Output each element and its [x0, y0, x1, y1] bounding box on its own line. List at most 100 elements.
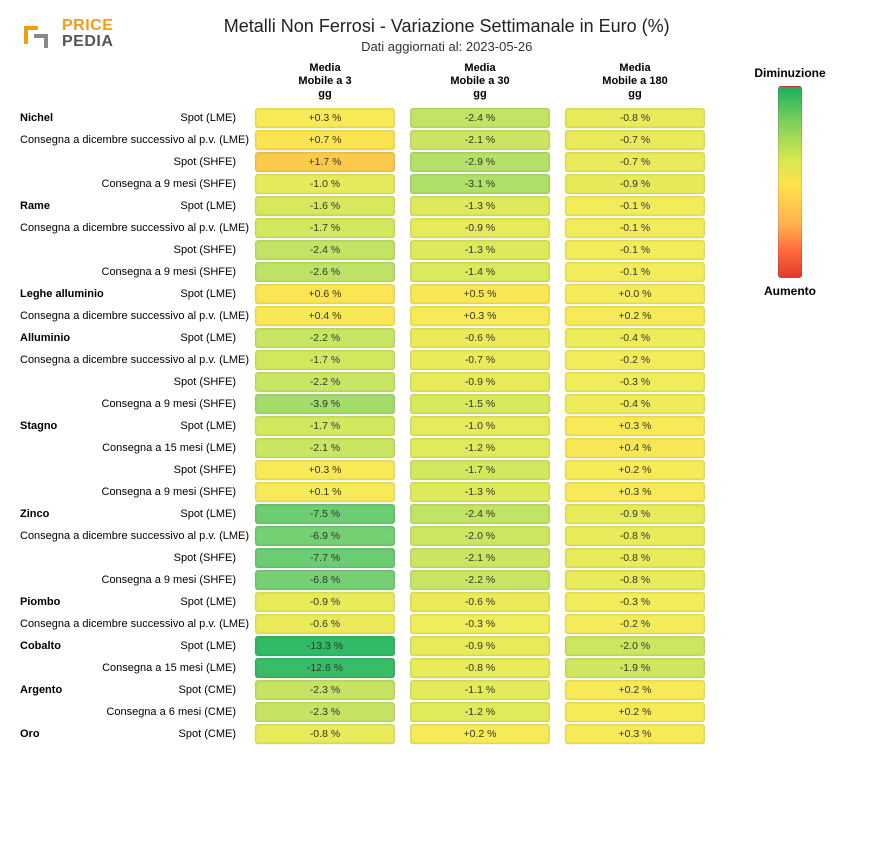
heatmap-cell: -1.5 %: [410, 394, 550, 414]
heatmap-cell: -0.8 %: [565, 526, 705, 546]
heatmap-cell: -2.2 %: [410, 570, 550, 590]
heatmap-cell: -0.7 %: [565, 152, 705, 172]
heatmap-cell: -1.7 %: [255, 350, 395, 370]
row-label: Consegna a 6 mesi (CME): [20, 706, 240, 718]
row-label: Oro Spot (CME): [20, 728, 240, 740]
group-label: Nichel: [20, 112, 53, 124]
group-label: Zinco: [20, 508, 49, 520]
row-label: Spot (SHFE): [20, 552, 240, 564]
heatmap-cell: -3.9 %: [255, 394, 395, 414]
heatmap-table: MediaMobile a 3ggMediaMobile a 30ggMedia…: [20, 62, 860, 744]
heatmap-cell: -0.8 %: [565, 548, 705, 568]
row-label: Spot (SHFE): [20, 244, 240, 256]
color-legend: Diminuzione Aumento: [720, 62, 860, 298]
row-label: Cobalto Spot (LME): [20, 640, 240, 652]
heatmap-cell: -2.0 %: [410, 526, 550, 546]
heatmap-cell: -2.2 %: [255, 372, 395, 392]
heatmap-cell: -0.1 %: [565, 196, 705, 216]
heatmap-cell: -1.2 %: [410, 438, 550, 458]
row-label: Consegna a 9 mesi (SHFE): [20, 574, 240, 586]
heatmap-cell: -0.8 %: [255, 724, 395, 744]
heatmap-cell: -1.0 %: [255, 174, 395, 194]
heatmap-cell: -1.6 %: [255, 196, 395, 216]
heatmap-cell: +0.3 %: [565, 724, 705, 744]
row-label: Consegna a 9 mesi (SHFE): [20, 266, 240, 278]
heatmap-cell: -0.6 %: [255, 614, 395, 634]
logo-mark-icon: [20, 16, 56, 52]
heatmap-cell: +1.7 %: [255, 152, 395, 172]
heatmap-cell: -2.6 %: [255, 262, 395, 282]
heatmap-cell: -6.8 %: [255, 570, 395, 590]
heatmap-cell: -1.1 %: [410, 680, 550, 700]
group-label: Cobalto: [20, 640, 61, 652]
row-label: Consegna a dicembre successivo al p.v. (…: [20, 618, 240, 630]
heatmap-cell: -0.9 %: [255, 592, 395, 612]
series-label: Spot (CME): [179, 728, 236, 740]
heatmap-cell: -2.0 %: [565, 636, 705, 656]
heatmap-cell: -12.6 %: [255, 658, 395, 678]
heatmap-cell: -0.6 %: [410, 592, 550, 612]
legend-bottom-label: Aumento: [764, 284, 816, 298]
heatmap-cell: -1.3 %: [410, 240, 550, 260]
heatmap-cell: -0.9 %: [565, 504, 705, 524]
heatmap-cell: -2.3 %: [255, 702, 395, 722]
row-label: Piombo Spot (LME): [20, 596, 240, 608]
heatmap-cell: -0.1 %: [565, 240, 705, 260]
series-label: Spot (LME): [180, 508, 236, 520]
row-label: Rame Spot (LME): [20, 200, 240, 212]
heatmap-cell: -1.3 %: [410, 482, 550, 502]
heatmap-cell: -2.4 %: [255, 240, 395, 260]
heatmap-cell: +0.6 %: [255, 284, 395, 304]
heatmap-cell: -2.3 %: [255, 680, 395, 700]
heatmap-cell: +0.1 %: [255, 482, 395, 502]
group-label: Argento: [20, 684, 62, 696]
row-label: Consegna a 9 mesi (SHFE): [20, 178, 240, 190]
column-header-1: MediaMobile a 30gg: [410, 62, 550, 106]
series-label: Spot (LME): [180, 332, 236, 344]
heatmap-cell: -1.4 %: [410, 262, 550, 282]
heatmap-cell: +0.4 %: [255, 306, 395, 326]
heatmap-cell: -0.3 %: [410, 614, 550, 634]
row-label: Consegna a 15 mesi (LME): [20, 662, 240, 674]
heatmap-cell: +0.3 %: [255, 460, 395, 480]
heatmap-cell: -2.2 %: [255, 328, 395, 348]
column-header-2: MediaMobile a 180gg: [565, 62, 705, 106]
series-label: Spot (LME): [180, 596, 236, 608]
heatmap-cell: +0.2 %: [565, 680, 705, 700]
legend-gradient-bar: [778, 86, 802, 278]
heatmap-cell: +0.2 %: [565, 702, 705, 722]
heatmap-cell: -0.4 %: [565, 394, 705, 414]
row-label: Alluminio Spot (LME): [20, 332, 240, 344]
heatmap-cell: -2.4 %: [410, 504, 550, 524]
row-label: Spot (SHFE): [20, 156, 240, 168]
heatmap-cell: -7.7 %: [255, 548, 395, 568]
row-label: Consegna a 15 mesi (LME): [20, 442, 240, 454]
group-label: Alluminio: [20, 332, 70, 344]
row-label: Nichel Spot (LME): [20, 112, 240, 124]
row-label: Consegna a 9 mesi (SHFE): [20, 486, 240, 498]
heatmap-cell: -1.0 %: [410, 416, 550, 436]
heatmap-cell: +0.3 %: [565, 416, 705, 436]
heatmap-cell: -0.3 %: [565, 592, 705, 612]
heatmap-cell: -0.6 %: [410, 328, 550, 348]
heatmap-cell: -0.4 %: [565, 328, 705, 348]
row-label: Spot (SHFE): [20, 376, 240, 388]
logo-text-bottom: PEDIA: [62, 34, 113, 50]
heatmap-cell: +0.3 %: [255, 108, 395, 128]
row-label: Consegna a dicembre successivo al p.v. (…: [20, 134, 240, 146]
heatmap-cell: -1.9 %: [565, 658, 705, 678]
heatmap-cell: -0.3 %: [565, 372, 705, 392]
series-label: Spot (LME): [180, 288, 236, 300]
heatmap-cell: -0.1 %: [565, 218, 705, 238]
group-label: Rame: [20, 200, 50, 212]
logo-text-top: PRICE: [62, 18, 113, 34]
heatmap-cell: -1.7 %: [255, 416, 395, 436]
heatmap-cell: -0.7 %: [410, 350, 550, 370]
heatmap-cell: -6.9 %: [255, 526, 395, 546]
row-label: Consegna a dicembre successivo al p.v. (…: [20, 310, 240, 322]
heatmap-cell: -0.9 %: [410, 218, 550, 238]
group-label: Leghe alluminio: [20, 288, 104, 300]
row-label: Consegna a 9 mesi (SHFE): [20, 398, 240, 410]
heatmap-cell: +0.2 %: [565, 306, 705, 326]
page-title: Metalli Non Ferrosi - Variazione Settima…: [113, 16, 780, 37]
